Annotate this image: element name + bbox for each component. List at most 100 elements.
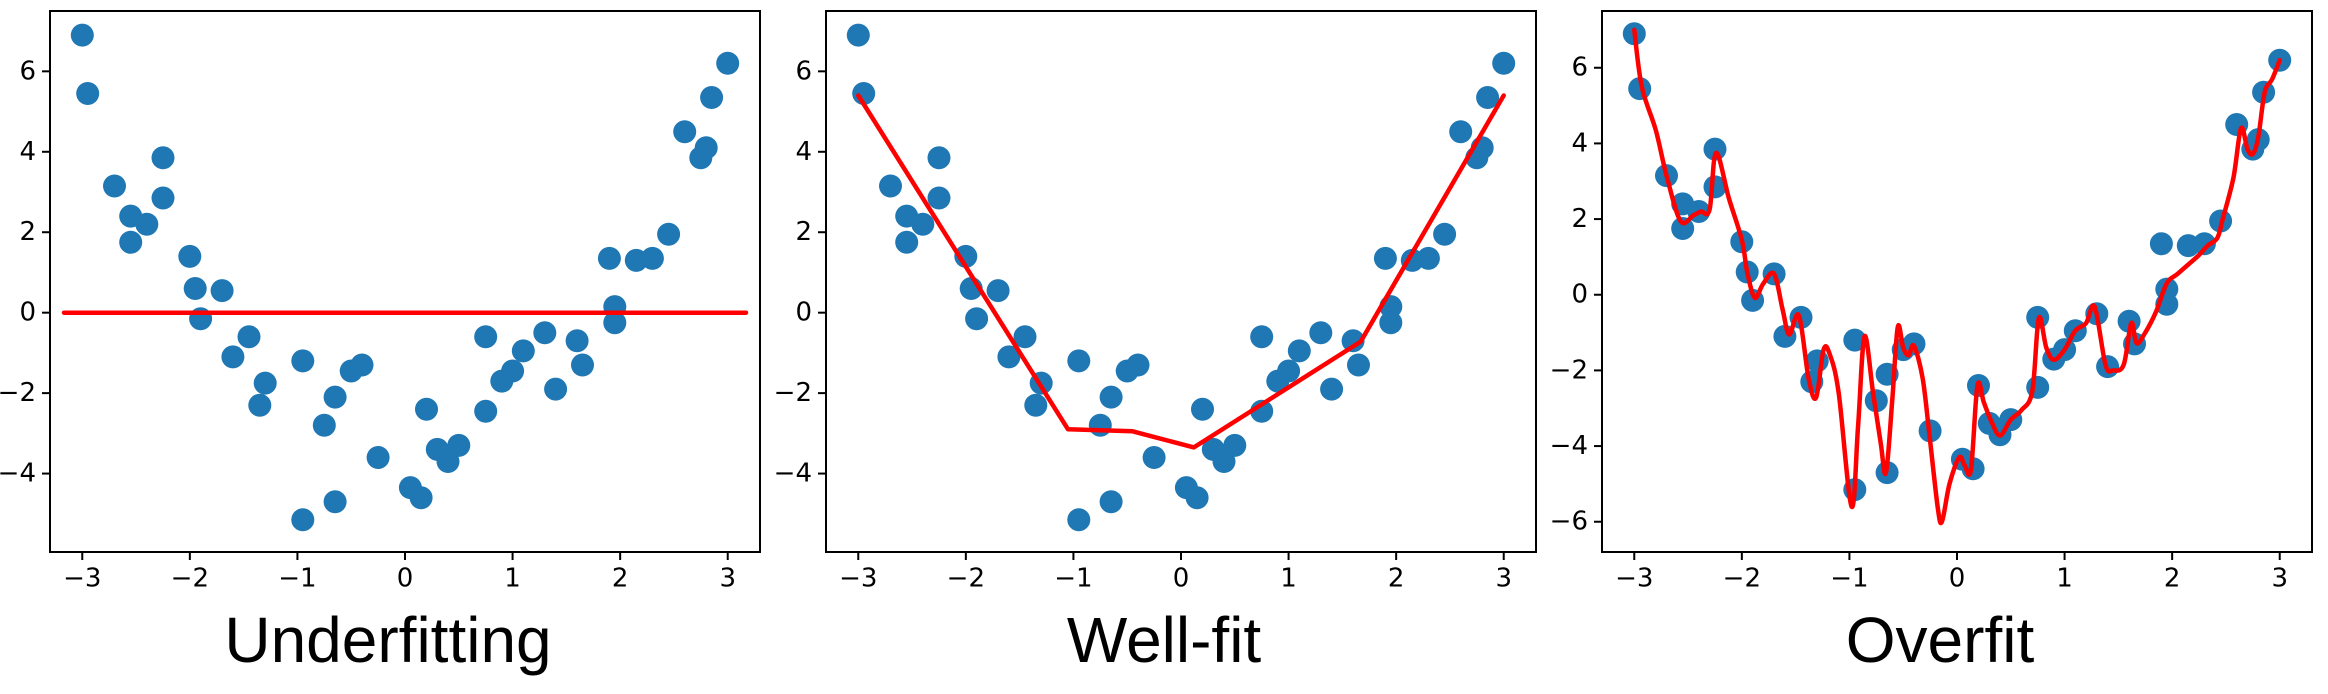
data-point (409, 486, 433, 510)
data-point (603, 311, 627, 335)
axes-box (1601, 10, 2313, 553)
y-tick-label: 4 (1571, 128, 1588, 158)
y-tick-label: 6 (19, 56, 36, 86)
data-point (350, 353, 374, 377)
data-point (1013, 325, 1037, 349)
data-point (366, 446, 390, 469)
panel-underfitting: −3 −2 −1 0 1 2 3 6 4 2 0 −2 −4 Underfitting (0, 0, 776, 694)
data-point (1379, 311, 1403, 335)
data-point (597, 246, 621, 270)
y-tick-label: 0 (795, 298, 812, 328)
fit-line (1632, 27, 2282, 526)
y-tick-label: 6 (795, 56, 812, 86)
data-point (2192, 232, 2216, 256)
fit-line (856, 93, 1506, 450)
data-point (447, 433, 471, 457)
data-point (1449, 120, 1473, 144)
data-point (927, 186, 951, 210)
data-point (253, 371, 277, 395)
data-point (1142, 446, 1166, 469)
x-tick-label: −1 (1054, 563, 1092, 593)
data-point (248, 393, 272, 417)
data-point (151, 186, 175, 210)
x-tick-label: 1 (2056, 563, 2073, 593)
data-point (895, 230, 919, 254)
data-point (1492, 51, 1516, 75)
x-tick-label: 2 (2164, 563, 2181, 593)
data-point (1099, 490, 1123, 514)
data-point (544, 377, 568, 401)
data-point (1341, 329, 1365, 353)
data-point (1309, 321, 1333, 345)
underfitting-plot: −3 −2 −1 0 1 2 3 6 4 2 0 −2 −4 (0, 0, 776, 598)
data-point (1347, 353, 1370, 377)
data-point (135, 212, 159, 236)
data-point (852, 82, 876, 105)
x-tick-label: −1 (1830, 563, 1868, 593)
data-point (657, 222, 681, 246)
data-point (1212, 450, 1236, 473)
y-tick-label: 0 (1571, 280, 1588, 310)
data-point (1433, 222, 1457, 246)
data-point (571, 353, 594, 377)
data-point (323, 385, 347, 409)
data-point (291, 349, 315, 373)
x-tick-label: 2 (1388, 563, 1405, 593)
data-point (965, 307, 989, 331)
data-point (954, 244, 978, 268)
data-point (103, 174, 126, 198)
well-fit-plot: −3 −2 −1 0 1 2 3 6 4 2 0 −2 −4 (776, 0, 1552, 598)
x-tick-label: −2 (1723, 563, 1761, 593)
data-point (1067, 349, 1091, 373)
data-point (178, 244, 202, 268)
panel-title-well-fit: Well-fit (1066, 604, 1262, 676)
x-tick-label: −2 (171, 563, 209, 593)
data-point (1476, 86, 1500, 109)
data-point (76, 82, 100, 105)
y-tick-label: −4 (1552, 431, 1588, 461)
data-point (183, 277, 207, 300)
panel-overfit: −3 −2 −1 0 1 2 3 6 4 2 0 −2 −4 −6 Overfit (1552, 0, 2328, 694)
x-tick-label: 0 (397, 563, 414, 593)
data-point (533, 321, 557, 345)
x-tick-label: 3 (719, 563, 736, 593)
data-point (1287, 339, 1311, 363)
data-point (312, 413, 336, 437)
x-tick-label: 1 (504, 563, 521, 593)
data-point (2149, 232, 2173, 256)
x-tick-label: −3 (1615, 563, 1653, 593)
data-point (1416, 246, 1440, 270)
y-tick-label: 0 (19, 298, 36, 328)
data-point (119, 230, 143, 254)
data-point (1191, 397, 1214, 421)
axes-box (825, 10, 1537, 553)
data-point (1277, 359, 1301, 383)
data-point (323, 490, 347, 514)
y-tick-label: −2 (0, 378, 36, 408)
data-point (1024, 393, 1048, 417)
data-point (1320, 377, 1344, 401)
panel-title-underfitting: Underfitting (224, 604, 552, 676)
y-tick-label: −2 (1552, 355, 1588, 385)
data-point (436, 450, 460, 473)
x-tick-label: 0 (1173, 563, 1190, 593)
panel-title-overfit: Overfit (1845, 604, 2035, 676)
data-point (237, 325, 261, 349)
axes-box (49, 10, 761, 553)
y-tick-label: −4 (776, 459, 812, 489)
data-point (210, 279, 234, 303)
y-tick-label: 2 (1571, 204, 1588, 234)
data-point (700, 86, 724, 109)
overfit-plot: −3 −2 −1 0 1 2 3 6 4 2 0 −2 −4 −6 (1552, 0, 2328, 598)
data-point (1067, 508, 1091, 532)
data-point (1185, 486, 1209, 510)
y-tick-label: −6 (1552, 507, 1588, 537)
data-point (1223, 433, 1247, 457)
data-point (1126, 353, 1150, 377)
data-point (640, 246, 664, 270)
y-tick-label: 2 (795, 217, 812, 247)
data-point (911, 212, 935, 236)
data-point (1088, 413, 1112, 437)
x-tick-label: 2 (612, 563, 629, 593)
